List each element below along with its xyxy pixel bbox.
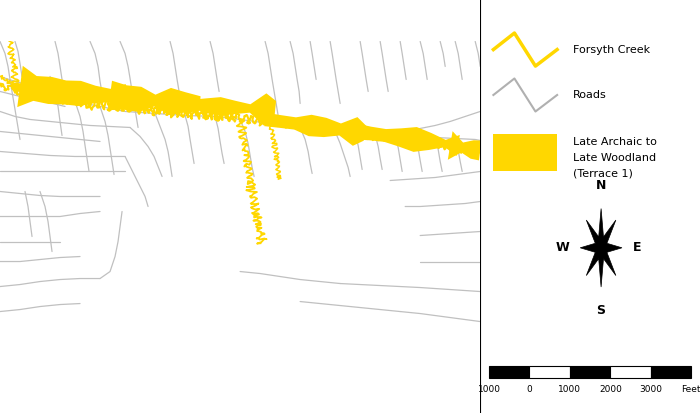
Text: 1000: 1000 [559, 385, 582, 394]
Bar [489, 366, 529, 378]
Text: 2000: 2000 [599, 385, 622, 394]
PathPatch shape [580, 209, 622, 287]
Text: Late Woodland: Late Woodland [573, 153, 656, 163]
Bar [529, 366, 570, 378]
Text: Roads: Roads [573, 90, 606, 100]
Polygon shape [354, 123, 460, 156]
Text: N: N [596, 179, 606, 192]
Text: S: S [596, 304, 606, 316]
Bar [651, 366, 691, 378]
Text: W: W [556, 241, 569, 254]
Polygon shape [448, 131, 482, 160]
Bar [610, 366, 651, 378]
Bar [494, 134, 557, 171]
Bar [570, 366, 610, 378]
Text: Feet: Feet [682, 385, 700, 394]
Polygon shape [190, 93, 276, 126]
Text: E: E [633, 241, 641, 254]
Text: 1000: 1000 [477, 385, 500, 394]
Text: 3000: 3000 [639, 385, 662, 394]
Text: Late Archaic to: Late Archaic to [573, 138, 657, 147]
Text: Forsyth Creek: Forsyth Creek [573, 45, 650, 55]
Text: (Terrace 1): (Terrace 1) [573, 169, 632, 178]
Text: 0: 0 [526, 385, 532, 394]
Polygon shape [18, 66, 126, 109]
Polygon shape [108, 81, 201, 115]
Polygon shape [264, 113, 367, 146]
